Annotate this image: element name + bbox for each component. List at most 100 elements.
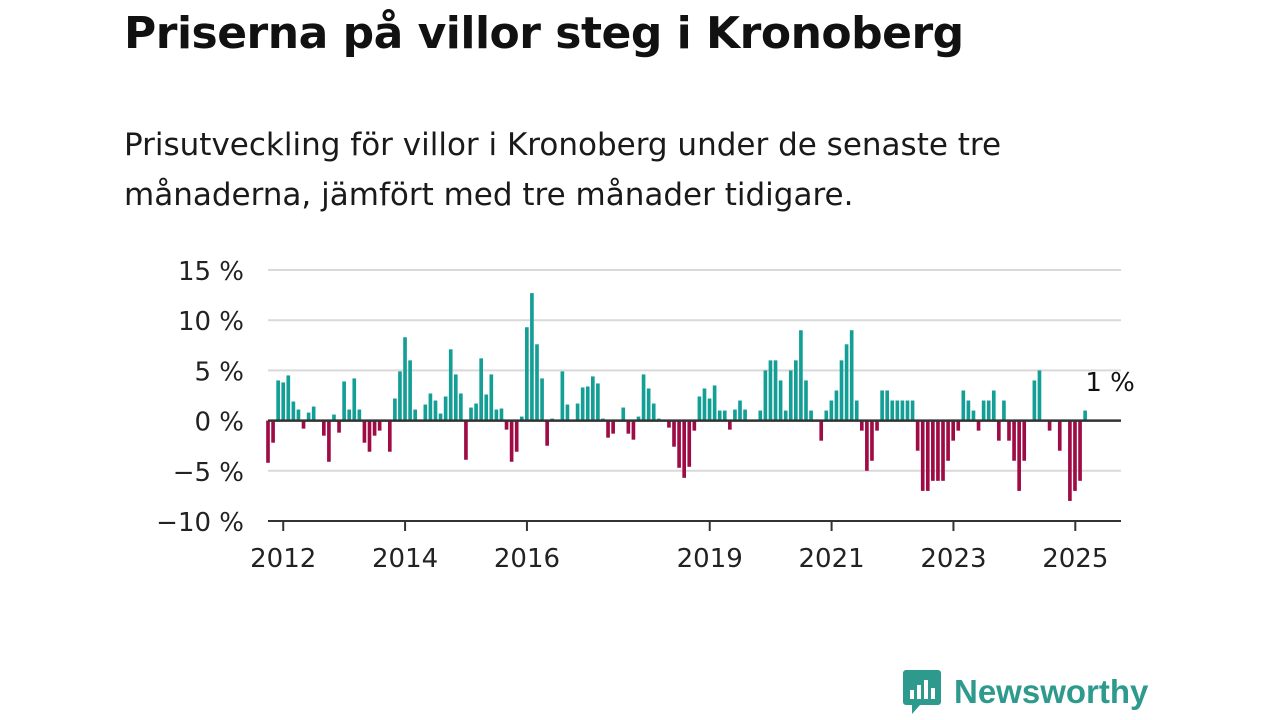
bar (535, 344, 539, 421)
bar (519, 416, 524, 421)
bar (464, 420, 468, 460)
bar (849, 330, 854, 421)
bar (499, 408, 504, 421)
bar (403, 337, 407, 421)
bar (667, 420, 671, 428)
bar (702, 388, 707, 421)
y-tick-label: −5 % (173, 458, 244, 488)
bar (479, 358, 483, 421)
bar (327, 420, 331, 462)
bar (733, 409, 737, 421)
x-tick-label: 2016 (494, 544, 560, 574)
bar (621, 407, 626, 421)
bar (804, 380, 808, 421)
bar (540, 378, 544, 421)
bar (606, 420, 610, 438)
bar (271, 420, 275, 443)
bar (469, 407, 473, 421)
bar (1007, 420, 1011, 441)
bar (997, 420, 1001, 441)
bar (966, 400, 971, 421)
bar (951, 420, 955, 441)
bar (560, 371, 565, 421)
bar (1017, 420, 1021, 491)
x-tick-label: 2019 (677, 544, 743, 574)
chart-subtitle: Prisutveckling för villor i Kronoberg un… (124, 127, 1002, 213)
bar (413, 409, 418, 421)
bar (311, 406, 316, 421)
bar (347, 409, 352, 421)
bar (722, 410, 727, 421)
bar (799, 330, 803, 421)
bar (631, 420, 636, 440)
bar (1012, 420, 1016, 461)
bar (728, 420, 732, 430)
bar (332, 414, 336, 421)
bar (956, 420, 961, 431)
bar (453, 374, 458, 421)
bar (276, 380, 280, 421)
bar (773, 360, 778, 421)
bar (494, 409, 499, 421)
x-tick-label: 2021 (799, 544, 865, 574)
bar (890, 400, 895, 421)
bar (819, 420, 824, 441)
bar (484, 394, 489, 421)
bar (443, 396, 448, 421)
bar (961, 390, 966, 421)
bar (885, 390, 890, 421)
bar (717, 410, 722, 421)
x-tick-label: 2014 (372, 544, 438, 574)
bar (986, 400, 991, 421)
bar (509, 420, 514, 462)
bar (286, 375, 291, 421)
bar (905, 400, 910, 421)
bar (611, 420, 615, 434)
bar (672, 420, 676, 447)
bar (530, 293, 534, 421)
bar (459, 393, 463, 421)
bar (743, 409, 747, 421)
bar (682, 420, 686, 478)
bar (946, 420, 950, 461)
bar (920, 420, 925, 491)
bar (778, 380, 783, 421)
bar (677, 420, 681, 468)
bar (504, 420, 509, 430)
bar (1022, 420, 1027, 461)
bar (854, 400, 859, 421)
bar (646, 388, 651, 421)
y-tick-label: 10 % (178, 307, 244, 337)
bar (839, 360, 844, 421)
bar (372, 420, 377, 436)
bar (834, 390, 839, 421)
bar (931, 420, 935, 481)
bar (941, 420, 945, 481)
chart-title: Priserna på villor steg i Kronoberg (124, 8, 964, 59)
bar (687, 420, 692, 467)
bar (865, 420, 869, 471)
bar (585, 386, 590, 421)
bar (783, 410, 788, 421)
bar (393, 398, 397, 421)
bar (1083, 410, 1087, 421)
bar (844, 344, 849, 421)
bar (636, 416, 641, 421)
bar (859, 420, 864, 431)
bar (367, 420, 372, 452)
bar (991, 390, 996, 421)
bar (514, 420, 519, 452)
bar (337, 420, 341, 433)
bar (362, 420, 367, 443)
bar (880, 390, 884, 421)
x-tick-label: 2012 (250, 544, 316, 574)
bar (763, 370, 768, 421)
bar (322, 420, 326, 436)
bar (387, 420, 392, 452)
bar (895, 400, 900, 421)
bar (738, 400, 742, 421)
bar (296, 409, 301, 421)
bar (915, 420, 920, 451)
bar (900, 400, 905, 421)
